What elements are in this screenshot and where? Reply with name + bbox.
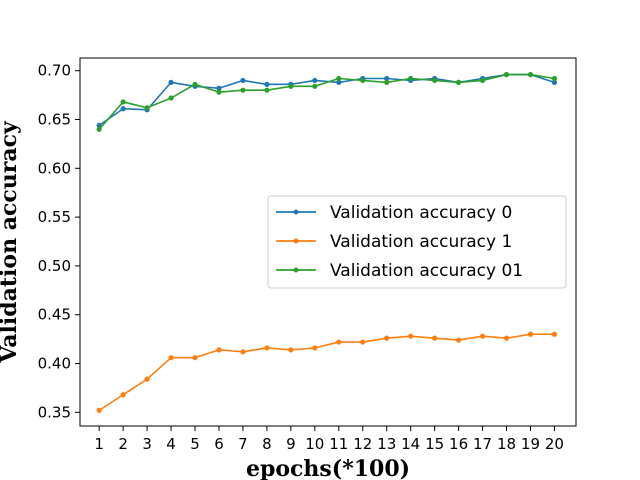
y-tick-label: 0.45 (38, 306, 71, 324)
data-point (384, 335, 390, 341)
data-point (432, 77, 438, 84)
legend-marker-2 (293, 267, 299, 273)
data-point (264, 87, 270, 93)
data-point (432, 335, 438, 341)
x-tick-label: 13 (377, 435, 396, 453)
x-tick-label: 20 (545, 435, 564, 453)
data-point (216, 347, 222, 353)
data-point (288, 347, 294, 353)
data-point (96, 407, 102, 413)
x-tick-label: 19 (521, 435, 540, 453)
y-tick-label: 0.55 (38, 208, 71, 226)
y-tick-label: 0.35 (38, 403, 71, 421)
data-point (503, 335, 510, 341)
y-tick-label: 0.65 (38, 110, 71, 128)
data-point (384, 79, 390, 86)
data-point (240, 77, 246, 84)
y-tick-label: 0.50 (38, 257, 71, 275)
data-point (408, 333, 414, 339)
data-point (551, 331, 558, 337)
legend-marker-0 (293, 209, 299, 215)
data-point (120, 99, 126, 105)
data-point (336, 339, 342, 345)
x-tick-label: 1 (94, 435, 104, 453)
data-point (455, 337, 462, 343)
y-tick-label: 0.60 (38, 159, 71, 177)
x-axis: 1 2 3 4 5 6 7 8 9 10 11 12 13 14 15 16 17 18 19 20 (94, 426, 564, 453)
data-point (216, 89, 222, 95)
legend-label-2: Validation accuracy 01 (330, 261, 523, 281)
data-point (312, 345, 318, 351)
y-tick-label: 0.70 (38, 62, 71, 80)
data-point (503, 71, 510, 78)
data-point (144, 105, 150, 111)
data-point (168, 355, 174, 361)
data-point (455, 79, 462, 86)
data-point (144, 376, 150, 382)
data-point (551, 79, 558, 86)
data-point (120, 392, 126, 398)
x-tick-label: 17 (473, 435, 492, 453)
data-point (168, 79, 174, 86)
x-tick-label: 3 (142, 435, 152, 453)
x-tick-label: 2 (118, 435, 128, 453)
y-tick-label: 0.40 (38, 355, 71, 373)
x-tick-label: 12 (353, 435, 372, 453)
legend-item-0: Validation accuracy 0 (276, 203, 512, 223)
data-point (527, 331, 534, 337)
data-point (384, 75, 390, 82)
legend-item-1: Validation accuracy 1 (276, 232, 512, 252)
data-point (264, 345, 270, 351)
data-point (336, 79, 342, 86)
series-layer (96, 71, 558, 413)
x-tick-label: 18 (497, 435, 516, 453)
legend-label-0: Validation accuracy 0 (330, 203, 512, 223)
data-point (360, 77, 366, 84)
x-axis-title: epochs(*100) (246, 456, 410, 480)
data-point (336, 75, 342, 82)
x-tick-label: 6 (214, 435, 224, 453)
legend-item-2: Validation accuracy 01 (276, 261, 523, 281)
data-point (168, 95, 174, 101)
y-axis: 0.35 0.40 0.45 0.50 0.55 0.60 0.65 0.70 (38, 62, 80, 421)
series-line-1 (98, 333, 555, 412)
legend-box (267, 195, 567, 289)
data-point (192, 81, 198, 87)
data-point (240, 87, 246, 93)
data-point (312, 83, 318, 89)
x-tick-label: 4 (166, 435, 176, 453)
x-tick-label: 16 (449, 435, 468, 453)
x-tick-label: 8 (262, 435, 272, 453)
data-point (360, 339, 366, 345)
series-line-2 (98, 73, 555, 130)
x-tick-label: 15 (425, 435, 444, 453)
y-axis-title: Validation accuracy (0, 120, 22, 364)
data-point (216, 85, 222, 91)
x-tick-label: 9 (286, 435, 296, 453)
legend-marker-1 (293, 238, 299, 244)
data-point (527, 71, 534, 78)
data-point (96, 126, 102, 132)
data-point (264, 81, 270, 87)
legend-label-1: Validation accuracy 1 (330, 232, 512, 252)
series-2 (96, 71, 558, 132)
x-tick-label: 11 (329, 435, 348, 453)
data-point (120, 106, 126, 112)
data-point (240, 349, 246, 355)
data-point (479, 77, 486, 84)
data-point (192, 355, 198, 361)
legend: Validation accuracy 0 Validation accurac… (267, 195, 567, 289)
series-1 (96, 331, 558, 413)
data-point (551, 75, 558, 82)
data-point (408, 75, 414, 82)
data-point (312, 77, 318, 84)
data-point (288, 83, 294, 89)
x-tick-label: 5 (190, 435, 200, 453)
x-tick-label: 14 (401, 435, 420, 453)
x-tick-label: 10 (305, 435, 324, 453)
series-line-0 (98, 73, 555, 127)
x-tick-label: 7 (238, 435, 248, 453)
data-point (479, 333, 486, 339)
